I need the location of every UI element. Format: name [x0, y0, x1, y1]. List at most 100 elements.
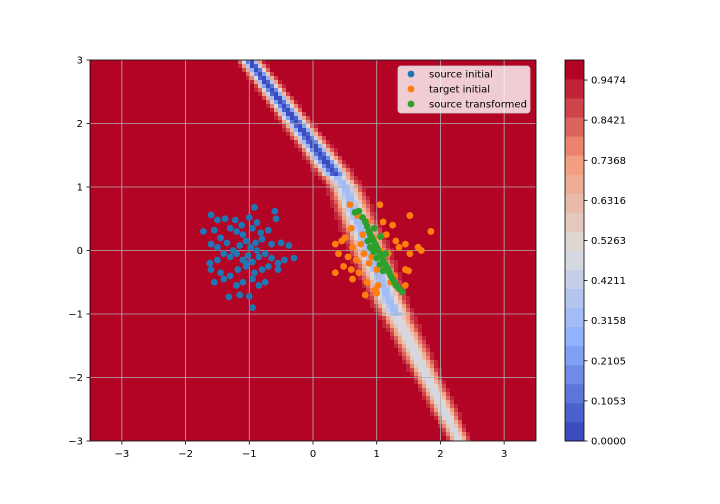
contour-cell	[218, 100, 223, 105]
contour-cell	[354, 116, 359, 121]
contour-cell	[246, 116, 251, 121]
contour-cell	[102, 100, 107, 105]
contour-cell	[442, 200, 447, 205]
contour-cell	[166, 172, 171, 177]
contour-cell	[350, 108, 355, 113]
contour-cell	[234, 168, 239, 173]
contour-cell	[254, 172, 259, 177]
contour-cell	[278, 132, 283, 137]
contour-cell	[98, 192, 103, 197]
contour-cell	[454, 60, 459, 65]
contour-cell	[246, 172, 251, 177]
contour-cell	[126, 224, 131, 229]
contour-cell	[146, 84, 151, 89]
contour-cell	[382, 88, 387, 93]
contour-cell	[242, 60, 247, 65]
contour-cell	[182, 96, 187, 101]
contour-cell	[354, 160, 359, 165]
contour-cell	[126, 140, 131, 145]
contour-cell	[406, 128, 411, 133]
contour-cell	[294, 88, 299, 93]
contour-cell	[90, 180, 95, 185]
contour-cell	[430, 124, 435, 129]
contour-cell	[314, 200, 319, 205]
contour-cell	[154, 212, 159, 217]
contour-cell	[306, 188, 311, 193]
contour-cell	[326, 104, 331, 109]
contour-cell	[318, 188, 323, 193]
contour-cell	[306, 108, 311, 113]
contour-cell	[110, 140, 115, 145]
contour-cell	[410, 136, 415, 141]
contour-cell	[398, 132, 403, 137]
contour-cell	[350, 172, 355, 177]
contour-cell	[462, 176, 467, 181]
contour-cell	[138, 60, 143, 65]
contour-cell	[162, 124, 167, 129]
contour-cell	[430, 132, 435, 137]
contour-cell	[454, 128, 459, 133]
contour-cell	[378, 152, 383, 157]
contour-cell	[506, 184, 511, 189]
contour-cell	[330, 160, 335, 165]
contour-cell	[342, 148, 347, 153]
contour-cell	[482, 176, 487, 181]
contour-cell	[466, 144, 471, 149]
contour-cell	[154, 192, 159, 197]
contour-cell	[506, 116, 511, 121]
contour-cell	[214, 60, 219, 65]
contour-cell	[250, 92, 255, 97]
contour-cell	[134, 160, 139, 165]
contour-cell	[450, 228, 455, 233]
contour-cell	[142, 160, 147, 165]
contour-cell	[258, 144, 263, 149]
contour-cell	[382, 84, 387, 89]
contour-cell	[122, 64, 127, 69]
contour-cell	[486, 60, 491, 65]
contour-cell	[150, 224, 155, 229]
contour-cell	[442, 112, 447, 117]
contour-cell	[158, 96, 163, 101]
contour-cell	[126, 108, 131, 113]
contour-cell	[334, 144, 339, 149]
contour-cell	[182, 76, 187, 81]
contour-cell	[406, 116, 411, 121]
contour-cell	[318, 76, 323, 81]
contour-cell	[358, 168, 363, 173]
contour-cell	[106, 144, 111, 149]
contour-cell	[394, 140, 399, 145]
contour-cell	[470, 220, 475, 225]
contour-cell	[410, 172, 415, 177]
contour-cell	[202, 60, 207, 65]
contour-cell	[494, 192, 499, 197]
contour-cell	[90, 136, 95, 141]
contour-cell	[222, 84, 227, 89]
contour-cell	[118, 100, 123, 105]
contour-cell	[466, 60, 471, 65]
contour-cell	[174, 172, 179, 177]
contour-cell	[222, 64, 227, 69]
contour-cell	[534, 188, 536, 193]
contour-cell	[246, 80, 251, 85]
contour-cell	[322, 188, 327, 193]
contour-cell	[238, 192, 243, 197]
contour-cell	[486, 160, 491, 165]
contour-cell	[470, 132, 475, 137]
contour-cell	[322, 220, 327, 225]
contour-cell	[162, 92, 167, 97]
contour-cell	[382, 132, 387, 137]
contour-cell	[190, 208, 195, 213]
contour-cell	[314, 172, 319, 177]
contour-cell	[254, 212, 259, 217]
contour-cell	[162, 76, 167, 81]
contour-cell	[294, 164, 299, 169]
contour-cell	[214, 100, 219, 105]
contour-cell	[182, 92, 187, 97]
contour-cell	[522, 136, 527, 141]
contour-cell	[90, 140, 95, 145]
contour-cell	[150, 92, 155, 97]
contour-cell	[250, 156, 255, 161]
contour-cell	[290, 60, 295, 65]
contour-cell	[394, 120, 399, 125]
contour-cell	[110, 164, 115, 169]
